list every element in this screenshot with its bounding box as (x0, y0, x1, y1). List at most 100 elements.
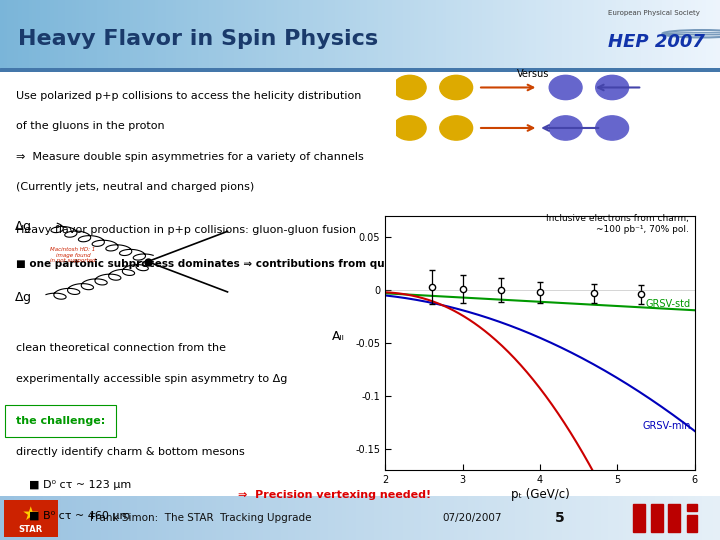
Bar (122, 496, 126, 540)
Bar (328, 496, 331, 540)
Bar (133, 496, 137, 540)
Bar (634, 0, 637, 68)
Bar (511, 496, 515, 540)
Bar (245, 0, 248, 68)
Bar (270, 0, 274, 68)
Bar (284, 0, 288, 68)
Text: (Currently jets, neutral and charged pions): (Currently jets, neutral and charged pio… (16, 183, 254, 192)
Bar (281, 0, 284, 68)
Bar (360, 0, 364, 68)
Bar (220, 0, 223, 68)
Bar (79, 0, 83, 68)
Bar (220, 496, 223, 540)
Bar (687, 504, 697, 511)
Bar (202, 496, 205, 540)
Bar (472, 0, 475, 68)
Bar (324, 496, 328, 540)
Bar (619, 0, 623, 68)
Bar (335, 496, 338, 540)
Bar (360, 496, 364, 540)
Bar (482, 496, 486, 540)
Bar (97, 496, 101, 540)
Bar (407, 496, 410, 540)
Bar (288, 496, 292, 540)
Bar (29, 0, 32, 68)
Bar (173, 0, 176, 68)
Bar (623, 0, 626, 68)
Bar (680, 496, 684, 540)
Text: Inclusive electrons from charm;: Inclusive electrons from charm; (546, 214, 688, 224)
Bar (637, 0, 641, 68)
Bar (590, 496, 594, 540)
Text: ★: ★ (22, 504, 40, 523)
Bar (529, 0, 533, 68)
Bar (158, 0, 162, 68)
Bar (392, 496, 396, 540)
Bar (115, 0, 119, 68)
Bar (702, 0, 706, 68)
Bar (443, 0, 446, 68)
Bar (302, 496, 306, 540)
Bar (626, 0, 630, 68)
Bar (475, 496, 479, 540)
Bar (547, 0, 551, 68)
Bar (356, 0, 360, 68)
Bar (497, 0, 500, 68)
Ellipse shape (549, 75, 582, 99)
Bar (43, 496, 47, 540)
Bar (108, 0, 112, 68)
Bar (58, 0, 61, 68)
Text: ⇒  Precision vertexing needed!: ⇒ Precision vertexing needed! (238, 490, 431, 500)
Bar (385, 0, 389, 68)
Bar (490, 496, 493, 540)
Bar (68, 496, 72, 540)
Bar (252, 0, 256, 68)
Bar (148, 0, 151, 68)
Bar (346, 496, 349, 540)
Bar (605, 496, 608, 540)
Bar (684, 496, 688, 540)
Bar (612, 496, 616, 540)
Text: clean theoretical connection from the: clean theoretical connection from the (16, 343, 226, 353)
Bar (72, 496, 76, 540)
Bar (14, 496, 18, 540)
Bar (544, 0, 547, 68)
Bar (695, 496, 698, 540)
Bar (25, 0, 29, 68)
Bar (698, 0, 702, 68)
Ellipse shape (440, 75, 472, 99)
Bar (356, 496, 360, 540)
Bar (169, 0, 173, 68)
Bar (713, 496, 716, 540)
Text: 5: 5 (554, 511, 564, 525)
Bar (331, 496, 335, 540)
Bar (338, 496, 342, 540)
Bar (230, 0, 234, 68)
Bar (234, 496, 238, 540)
Bar (497, 496, 500, 540)
Bar (238, 0, 241, 68)
Ellipse shape (549, 116, 582, 140)
Bar (554, 496, 558, 540)
Bar (666, 0, 670, 68)
Bar (547, 496, 551, 540)
Bar (454, 0, 457, 68)
Bar (468, 496, 472, 540)
Bar (367, 0, 371, 68)
Bar (558, 496, 562, 540)
Bar (155, 0, 158, 68)
Bar (540, 496, 544, 540)
X-axis label: pₜ (GeV/c): pₜ (GeV/c) (510, 488, 570, 501)
Text: Heavy Flavor in Spin Physics: Heavy Flavor in Spin Physics (18, 29, 378, 49)
Ellipse shape (393, 75, 426, 99)
Ellipse shape (440, 116, 472, 140)
Bar (479, 0, 482, 68)
Bar (677, 0, 680, 68)
Bar (439, 496, 443, 540)
Text: $\Delta$g: $\Delta$g (14, 290, 32, 306)
Bar (310, 496, 313, 540)
Bar (695, 0, 698, 68)
Bar (241, 496, 245, 540)
Bar (7, 0, 11, 68)
Bar (266, 0, 270, 68)
